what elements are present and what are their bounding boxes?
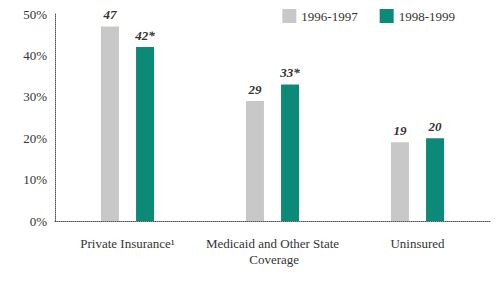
svg-text:20%: 20%: [23, 131, 47, 146]
svg-text:Uninsured: Uninsured: [390, 236, 445, 251]
svg-text:33*: 33*: [279, 65, 300, 80]
svg-text:Medicaid and Other State: Medicaid and Other State: [206, 236, 339, 251]
svg-text:Private Insurance¹: Private Insurance¹: [80, 236, 175, 251]
svg-text:40%: 40%: [23, 48, 47, 63]
svg-text:10%: 10%: [23, 172, 47, 187]
svg-text:0%: 0%: [30, 214, 48, 229]
svg-text:29: 29: [247, 82, 262, 97]
svg-text:30%: 30%: [23, 89, 47, 104]
svg-text:50%: 50%: [23, 7, 47, 22]
svg-text:42*: 42*: [134, 28, 155, 43]
svg-text:Coverage: Coverage: [246, 252, 299, 267]
svg-text:20: 20: [428, 119, 443, 134]
svg-text:47: 47: [102, 7, 117, 22]
svg-text:19: 19: [393, 123, 407, 138]
svg-text:1996-1997: 1996-1997: [301, 9, 358, 24]
svg-text:1998-1999: 1998-1999: [399, 9, 455, 24]
